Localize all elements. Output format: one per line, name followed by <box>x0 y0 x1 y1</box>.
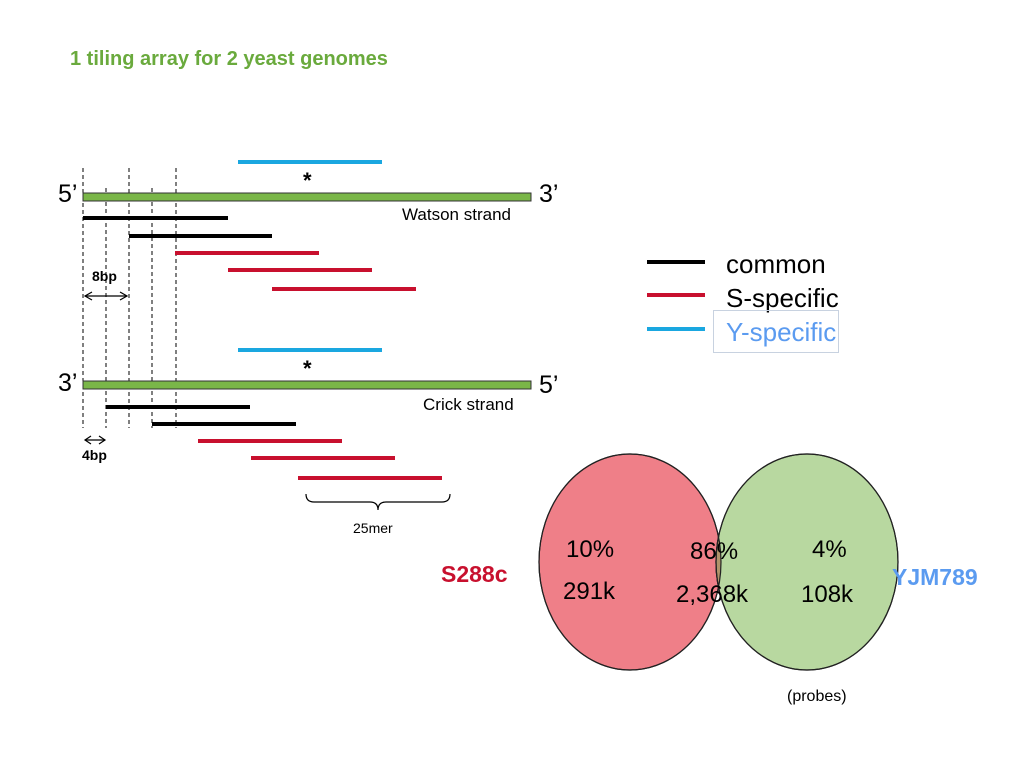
legend-common-label: common <box>726 249 826 279</box>
venn-s288c-count: 291k <box>563 578 616 605</box>
watson-strand-label: Watson strand <box>402 205 511 224</box>
crick-right-end: 5’ <box>539 371 559 399</box>
watson-marker: * <box>303 168 312 193</box>
crick-left-end: 3’ <box>58 369 78 397</box>
venn-s288c-percent: 10% <box>566 536 615 563</box>
watson-strand-bar <box>82 192 532 202</box>
venn-overlap-percent: 86% <box>690 538 739 565</box>
venn-circle-yjm789 <box>715 453 899 671</box>
venn-s288c-label: S288c <box>441 561 508 587</box>
slide-title: 1 tiling array for 2 yeast genomes <box>70 48 388 70</box>
watson-right-end: 3’ <box>539 180 559 208</box>
arrow-8bp <box>83 291 129 301</box>
venn-yjm789-percent: 4% <box>812 536 847 563</box>
watson-left-end: 5’ <box>58 180 78 208</box>
legend-s-specific-label: S-specific <box>726 283 839 313</box>
arrow-4bp <box>83 435 107 445</box>
probe-length-brace <box>305 493 451 511</box>
venn-yjm789-count: 108k <box>801 581 854 608</box>
venn-outlines <box>538 453 899 671</box>
offset-8bp-label: 8bp <box>92 268 117 284</box>
venn-unit-note: (probes) <box>787 688 847 705</box>
crick-marker: * <box>303 356 312 381</box>
crick-strand-label: Crick strand <box>423 395 514 414</box>
venn-overlap-count: 2,368k <box>676 581 749 608</box>
venn-yjm789-label: YJM789 <box>892 564 978 590</box>
offset-4bp-label: 4bp <box>82 447 107 463</box>
legend-y-specific-label: Y-specific <box>713 310 840 353</box>
crick-strand-bar <box>82 380 532 390</box>
probe-length-label: 25mer <box>353 520 393 536</box>
